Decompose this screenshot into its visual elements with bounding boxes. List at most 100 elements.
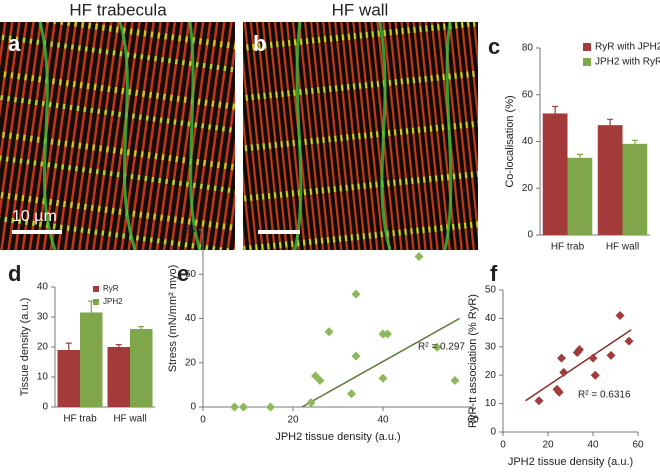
y-tick-label: 40 — [522, 136, 534, 147]
membrane-lines — [38, 21, 202, 251]
point — [534, 396, 544, 406]
annotation: R² = 0.6316 — [578, 390, 631, 401]
scale-label: 10 µm — [12, 208, 57, 225]
x-tick-label: 20 — [287, 415, 299, 426]
y-tick-label: 10 — [485, 398, 497, 409]
scale-bar — [258, 230, 300, 234]
point — [266, 402, 275, 412]
x-axis-title: JPH2 tissue density (a.u.) — [275, 431, 400, 443]
y-tick-label: 0 — [527, 230, 533, 241]
legend-swatch — [583, 58, 591, 66]
membrane-lines — [293, 21, 453, 251]
y-tick-label: 20 — [185, 357, 197, 368]
error-bar — [65, 342, 72, 350]
point — [615, 311, 625, 321]
legend-label: JPH2 with RyR — [595, 57, 660, 68]
x-tick-label: 20 — [542, 440, 554, 451]
bar — [57, 350, 80, 407]
point — [230, 402, 239, 412]
trendline — [525, 329, 632, 402]
x-tick-label: 40 — [587, 440, 599, 451]
legend-label: RyR — [103, 284, 119, 293]
panel-label: a — [8, 31, 21, 56]
panel-label: f — [490, 261, 498, 286]
trendline — [301, 317, 460, 408]
point — [414, 252, 424, 262]
point — [351, 351, 361, 361]
legend-label: RyR with JPH2 — [595, 42, 660, 53]
x-tick-label: 60 — [467, 415, 479, 426]
point — [324, 327, 334, 337]
y-tick-label: 10 — [37, 372, 49, 383]
y-tick-label: 20 — [522, 183, 534, 194]
micrograph-a — [0, 22, 235, 250]
y-axis-title: Stress (mN/mm² myo) — [167, 265, 179, 373]
y-axis-title: RyR-tt association (% RyR) — [467, 294, 479, 428]
point — [590, 370, 600, 380]
y-tick-label: 0 — [190, 402, 196, 413]
y-tick-label: 60 — [522, 89, 534, 100]
point — [554, 387, 564, 397]
bar — [80, 312, 103, 407]
scale-bar — [12, 230, 62, 234]
image-title: HF wall — [332, 0, 389, 19]
x-tick-label: 0 — [200, 415, 206, 426]
y-tick-label: 80 — [522, 43, 534, 54]
x-tick-label: HF wall — [606, 242, 639, 253]
error-bar — [607, 118, 614, 126]
y-axis-title: Tissue density (a.u.) — [19, 298, 31, 397]
point — [315, 375, 325, 385]
y-tick-label: 40 — [485, 313, 497, 324]
legend-swatch — [93, 299, 99, 305]
x-tick-label: HF trab — [63, 414, 97, 425]
error-bar — [138, 326, 145, 329]
y-tick-label: 20 — [485, 370, 497, 381]
x-tick-label: 60 — [632, 440, 644, 451]
error-bar — [631, 139, 638, 144]
y-tick-label: 50 — [485, 285, 497, 296]
y-tick-label: 20 — [37, 342, 49, 353]
y-tick-label: 30 — [485, 341, 497, 352]
y-tick-label: 60 — [185, 269, 197, 280]
point — [557, 353, 566, 363]
bar — [107, 347, 130, 407]
point — [378, 373, 388, 383]
panel-label: b — [253, 31, 266, 56]
bar — [542, 113, 568, 235]
error-bar — [552, 105, 559, 114]
point — [606, 350, 616, 360]
point — [559, 367, 569, 377]
error-bar — [576, 153, 583, 158]
y-tick-label: 40 — [37, 282, 49, 293]
point — [239, 402, 248, 412]
point — [351, 289, 361, 299]
y-tick-label: 0 — [490, 427, 496, 438]
error-bar — [115, 344, 122, 347]
point — [347, 389, 356, 399]
x-tick-label: 0 — [500, 440, 506, 451]
point — [450, 375, 460, 385]
y-tick-label: 40 — [185, 313, 197, 324]
x-tick-label: 40 — [377, 415, 389, 426]
annotation: R² = 0.297 — [418, 342, 465, 353]
legend-label: JPH2 — [103, 297, 123, 306]
bar — [622, 143, 648, 235]
y-tick-label: 30 — [37, 312, 49, 323]
x-axis-title: JPH2 tissue density (a.u.) — [508, 456, 633, 468]
point — [588, 353, 598, 363]
panel-label: c — [488, 34, 500, 59]
x-tick-label: HF wall — [113, 414, 146, 425]
y-tick-label: 80 — [185, 225, 197, 236]
panel-label: d — [8, 261, 21, 286]
point — [624, 336, 634, 346]
panel-label: e — [177, 261, 189, 286]
micrograph-b — [243, 22, 478, 250]
point — [383, 329, 392, 339]
legend-swatch — [583, 43, 591, 51]
bar — [597, 125, 623, 235]
point — [575, 345, 584, 355]
y-tick-label: 0 — [42, 402, 48, 413]
x-tick-label: HF trab — [551, 242, 585, 253]
point — [432, 342, 442, 352]
